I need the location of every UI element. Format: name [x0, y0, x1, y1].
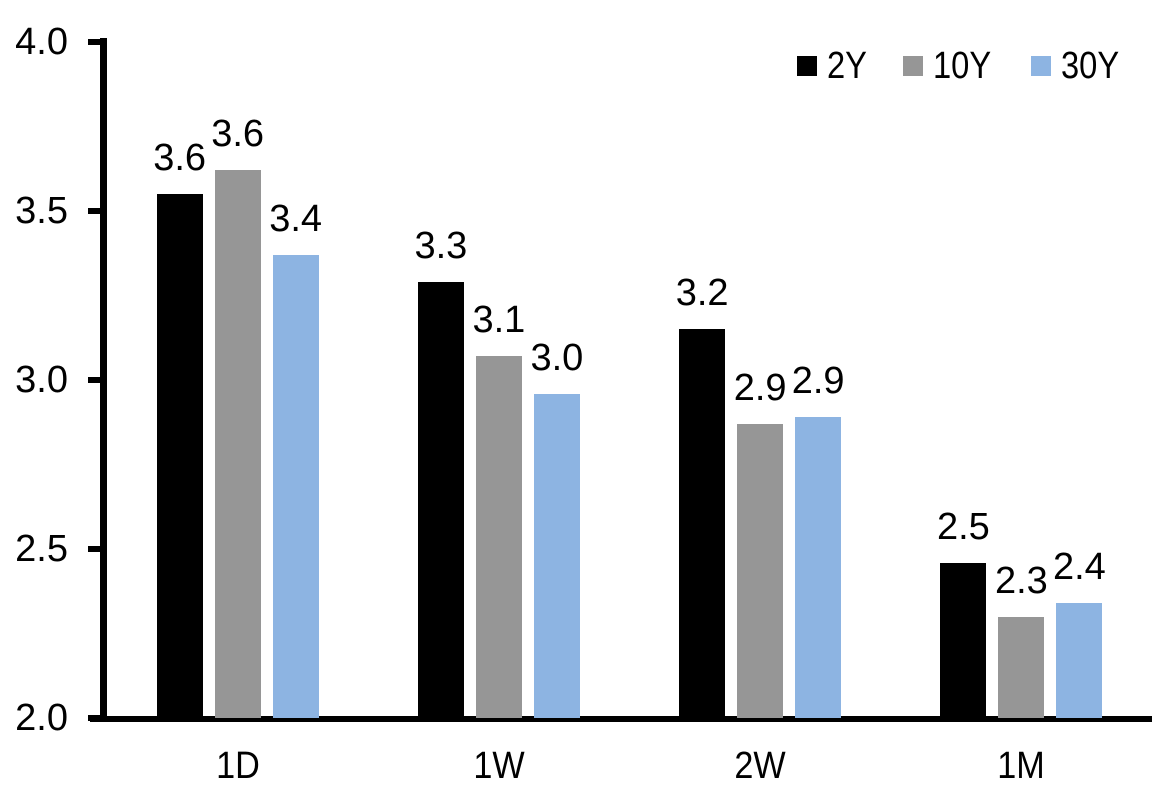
bar-2y-1d [156, 194, 203, 718]
legend-marker-2y [797, 56, 817, 76]
bar-30y-1m [1056, 603, 1103, 718]
bar-value-label-2y-2w: 3.2 [675, 272, 729, 315]
bar-2y-1m [940, 562, 987, 718]
y-axis-tick [88, 377, 107, 383]
x-axis-category-label-1w: 1W [473, 745, 525, 787]
y-axis-tick-label: 2.0 [15, 697, 68, 739]
bar-value-label-10y-1m: 2.3 [994, 559, 1048, 602]
bar-2y-1w [417, 281, 464, 718]
y-axis-tick [88, 546, 107, 552]
x-axis-line [90, 716, 1152, 722]
bar-value-label-2y-1w: 3.3 [414, 224, 468, 267]
legend-marker-10y [903, 56, 924, 76]
legend-item-2y: 2Y [797, 47, 873, 85]
y-axis-tick-label: 3.0 [15, 359, 68, 401]
bar-30y-1w [533, 393, 580, 718]
y-axis-tick-label: 4.0 [15, 21, 68, 63]
x-axis-category-label-1m: 1M [997, 745, 1046, 787]
bar-value-label-10y-1d: 3.6 [211, 113, 265, 156]
bar-value-label-30y-1m: 2.4 [1052, 546, 1106, 589]
legend-label-2y: 2Y [827, 45, 867, 87]
legend-item-10y: 10Y [903, 47, 1001, 85]
y-axis-tick-label: 2.5 [15, 528, 68, 570]
bar-2y-2w [679, 329, 726, 718]
legend-item-30y: 30Y [1031, 47, 1129, 85]
y-axis-tick [88, 39, 107, 45]
y-axis-tick-label: 3.5 [15, 190, 68, 232]
bar-value-label-2y-1m: 2.5 [936, 505, 990, 548]
legend-label-10y: 10Y [933, 45, 992, 87]
bar-10y-1m [998, 616, 1045, 718]
bar-30y-2w [795, 417, 842, 718]
bar-value-label-2y-1d: 3.6 [153, 137, 207, 180]
bar-value-label-30y-1w: 3.0 [530, 336, 584, 379]
x-axis-category-label-2w: 2W [734, 745, 786, 787]
legend-marker-30y [1031, 56, 1052, 76]
bar-value-label-30y-2w: 2.9 [791, 360, 845, 403]
bar-10y-1d [214, 170, 261, 718]
bar-value-label-10y-1w: 3.1 [472, 299, 526, 342]
bar-10y-2w [737, 423, 784, 718]
bar-value-label-10y-2w: 2.9 [733, 366, 787, 409]
bar-10y-1w [475, 356, 522, 718]
legend-label-30y: 30Y [1061, 45, 1120, 87]
bar-value-label-30y-1d: 3.4 [269, 197, 323, 240]
bar-30y-1d [272, 254, 319, 718]
y-axis-tick [88, 208, 107, 214]
legend: 2Y 10Y 30Y [797, 47, 1129, 85]
x-axis-category-label-1d: 1D [215, 745, 260, 787]
y-axis-tick [88, 715, 107, 721]
